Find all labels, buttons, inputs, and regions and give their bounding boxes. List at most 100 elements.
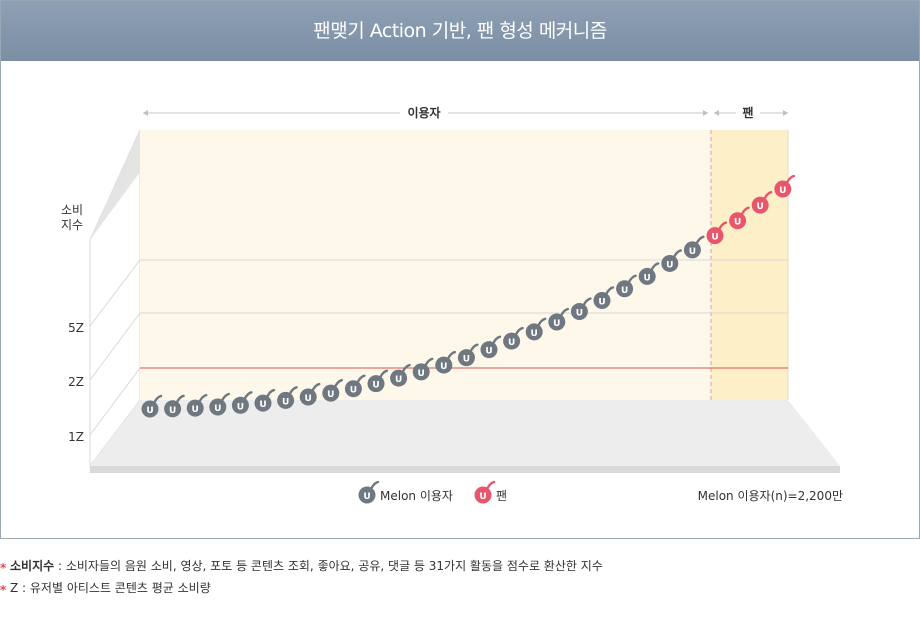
footnote-consumption-index: * 소비지수 : 소비자들의 음원 소비, 영상, 포토 등 콘텐츠 조회, 좋… bbox=[0, 555, 920, 577]
marker-user: U bbox=[231, 391, 253, 414]
marker-dot bbox=[367, 375, 385, 393]
marker-letter: U bbox=[734, 218, 741, 228]
marker-dot bbox=[277, 391, 295, 409]
marker-dot bbox=[683, 241, 701, 259]
marker-letter: U bbox=[463, 355, 470, 365]
legend-item-users: U Melon 이용자 bbox=[358, 480, 453, 504]
footnote-star: * bbox=[0, 561, 7, 575]
marker-letter: U bbox=[395, 375, 402, 385]
marker-dot bbox=[254, 394, 272, 412]
footnote-text: Z : 유저별 아티스트 콘텐츠 평균 소비량 bbox=[10, 581, 211, 595]
segment-label-fans: 팬 bbox=[742, 105, 753, 120]
marker-dot bbox=[548, 313, 566, 331]
markers-group: U U U U U U U U U U U U U U U U U U U U U U U U U U U U U bbox=[141, 174, 795, 418]
marker-user: U bbox=[141, 394, 163, 418]
header-bar bbox=[1, 1, 919, 61]
gridline-diagonal bbox=[89, 312, 141, 381]
marker-user: U bbox=[480, 335, 502, 359]
marker-user: U bbox=[616, 274, 637, 298]
y-axis-label-line1: 소비 bbox=[61, 203, 83, 217]
marker-dot bbox=[616, 280, 634, 298]
chart-svg: 이용자 팬 소비 지수 1Z 2Z 5Z U U U U U U U U U UUUUUUUUUU… bbox=[61, 105, 843, 504]
marker-letter: U bbox=[418, 369, 425, 379]
marker-letter: U bbox=[237, 402, 244, 412]
legend-marker-fans: U bbox=[474, 480, 496, 504]
segment-label-bg bbox=[400, 105, 448, 121]
marker-fan: U bbox=[706, 221, 728, 245]
marker-user: U bbox=[525, 317, 547, 341]
marker-dot bbox=[525, 323, 543, 341]
marker-user: U bbox=[209, 392, 230, 416]
marker-user: U bbox=[593, 286, 615, 309]
marker-dot bbox=[186, 399, 204, 417]
marker-dot bbox=[751, 196, 769, 214]
gridline-diagonal bbox=[89, 259, 141, 327]
legend-marker-users: U bbox=[358, 480, 380, 504]
marker-user: U bbox=[344, 374, 366, 398]
marker-fan: U bbox=[751, 190, 773, 214]
footnotes: * 소비지수 : 소비자들의 음원 소비, 영상, 포토 등 콘텐츠 조회, 좋… bbox=[0, 555, 920, 599]
marker-dot bbox=[457, 349, 475, 367]
marker-letter: U bbox=[372, 381, 379, 391]
legend-marker-fan: U bbox=[474, 480, 496, 504]
marker-dot bbox=[231, 396, 249, 414]
marker-user: U bbox=[638, 262, 660, 285]
marker-user: U bbox=[661, 249, 682, 272]
marker-fan: U bbox=[729, 206, 750, 230]
marker-letter: U bbox=[282, 397, 289, 407]
marker-dot bbox=[480, 341, 498, 359]
y-tick-label: 1Z bbox=[68, 430, 84, 444]
marker-user: U bbox=[367, 369, 389, 393]
page-title: 팬맺기 Action 기반, 팬 형성 메커니즘 bbox=[313, 20, 607, 42]
gridline-diagonal bbox=[89, 367, 141, 436]
marker-user: U bbox=[683, 235, 705, 259]
legend: U Melon 이용자 U 팬 bbox=[358, 480, 507, 504]
range-arrow-left bbox=[714, 110, 719, 116]
marker-dot bbox=[141, 400, 159, 418]
marker-letter: U bbox=[621, 286, 628, 296]
marker-letter: U bbox=[440, 362, 447, 372]
marker-user: U bbox=[412, 357, 434, 381]
chart-floor bbox=[90, 400, 840, 466]
segment-label-users: 이용자 bbox=[407, 105, 440, 120]
left-wall-top-band bbox=[90, 130, 140, 240]
marker-dot bbox=[299, 388, 317, 406]
marker-dot bbox=[503, 332, 521, 350]
marker-dot bbox=[209, 398, 227, 416]
marker-dot bbox=[474, 486, 492, 504]
footnote-text: : 소비자들의 음원 소비, 영상, 포토 등 콘텐츠 조회, 좋아요, 공유,… bbox=[54, 559, 603, 573]
footnote-star: * bbox=[0, 583, 7, 597]
marker-letter: U bbox=[350, 386, 357, 396]
y-tick-label: 2Z bbox=[68, 375, 84, 389]
marker-letter: U bbox=[214, 404, 221, 414]
marker-user: U bbox=[299, 382, 321, 406]
marker-letter: U bbox=[146, 406, 153, 416]
marker-user: U bbox=[435, 350, 456, 374]
marker-letter: U bbox=[363, 492, 370, 502]
legend-item-fans: U 팬 bbox=[474, 480, 507, 504]
marker-letter: U bbox=[598, 297, 605, 307]
marker-letter: U bbox=[169, 406, 176, 416]
marker-letter: U bbox=[485, 347, 492, 357]
marker-fan: U bbox=[774, 174, 795, 198]
marker-letter: U bbox=[305, 394, 312, 404]
marker-dot bbox=[661, 254, 679, 272]
marker-dot bbox=[344, 380, 362, 398]
marker-letter: U bbox=[531, 329, 538, 339]
y-axis-label-line2: 지수 bbox=[61, 218, 83, 232]
marker-user: U bbox=[457, 343, 479, 367]
marker-dot bbox=[412, 363, 430, 381]
sample-size-note: Melon 이용자(n)=2,200만 bbox=[698, 489, 843, 503]
marker-dot bbox=[570, 303, 588, 321]
marker-letter: U bbox=[479, 492, 486, 502]
marker-dot bbox=[164, 400, 182, 418]
marker-dot bbox=[435, 356, 453, 374]
marker-user: U bbox=[503, 326, 524, 350]
marker-user: U bbox=[548, 307, 569, 331]
marker-dot bbox=[706, 227, 724, 245]
range-arrow-right bbox=[783, 110, 788, 116]
y-tick-label: 5Z bbox=[68, 321, 84, 335]
marker-tail bbox=[485, 480, 496, 491]
marker-letter: U bbox=[576, 309, 583, 319]
marker-letter: U bbox=[644, 273, 651, 283]
